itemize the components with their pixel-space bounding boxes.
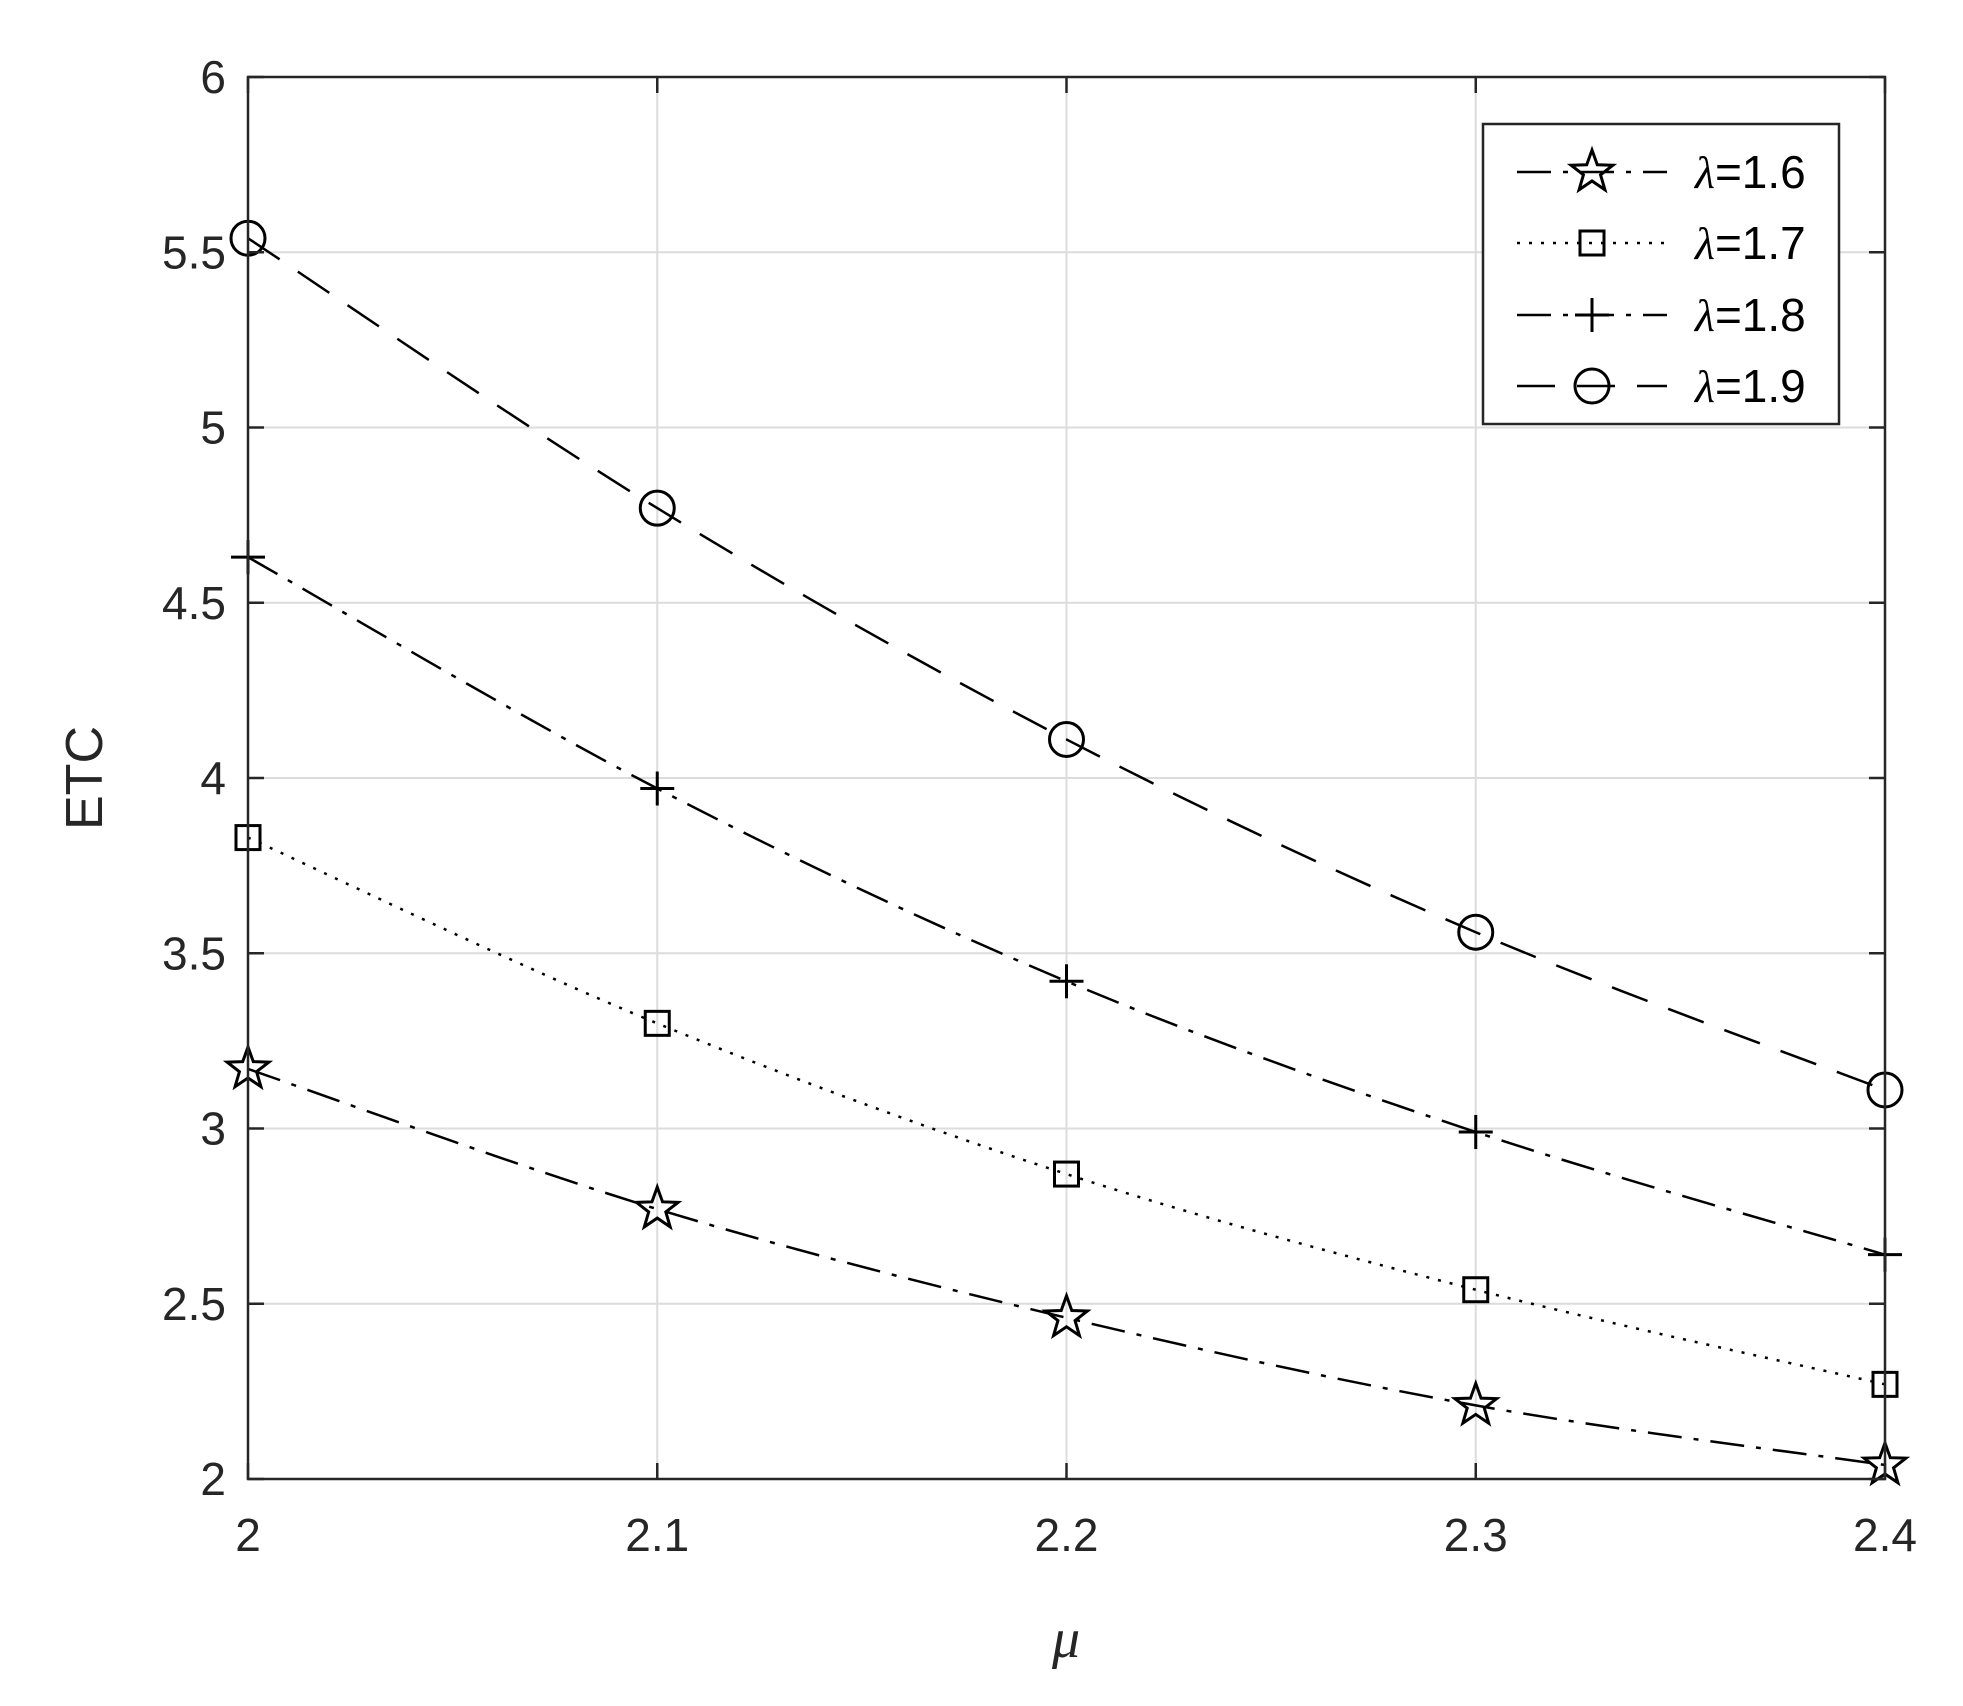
legend-value: =1.9 <box>1715 360 1806 412</box>
y-tick-label: 2.5 <box>162 1278 226 1330</box>
legend-symbol: λ <box>1693 147 1715 198</box>
x-axis-title: μ <box>1051 1608 1080 1670</box>
circle-point <box>1048 720 1085 758</box>
series-layer <box>222 219 1911 1487</box>
star-point <box>1450 1378 1501 1427</box>
tick-labels: 2 2.1 2.2 2.3 2.4 2 2.5 3 3.5 4 4.5 5 5.5 6 <box>162 51 1917 1561</box>
y-tick-label: 3.5 <box>162 927 226 979</box>
legend-symbol: λ <box>1693 361 1715 412</box>
series-circle <box>229 219 1904 1109</box>
y-tick-label: 2 <box>200 1453 226 1505</box>
x-tick-label: 2.3 <box>1444 1509 1508 1561</box>
x-tick-label: 2.2 <box>1035 1509 1099 1561</box>
legend-item: λ=1.9 <box>1517 360 1806 412</box>
legend-label: λ=1.8 <box>1693 289 1806 341</box>
legend-plus-marker <box>1575 298 1609 332</box>
ticks <box>246 75 1887 1481</box>
legend-square-marker <box>1578 229 1606 257</box>
x-tick-label: 2.4 <box>1853 1509 1917 1561</box>
y-tick-label: 4 <box>200 752 226 804</box>
legend-value: =1.8 <box>1715 289 1806 341</box>
legend-value: =1.6 <box>1715 146 1806 198</box>
legend: λ=1.6λ=1.7λ=1.8λ=1.9 <box>1481 122 1841 426</box>
plus-point <box>1458 1115 1493 1150</box>
plus-point <box>1049 964 1084 999</box>
square-point <box>1462 1276 1490 1304</box>
legend-symbol: λ <box>1693 218 1715 269</box>
square-point <box>1053 1160 1080 1188</box>
y-tick-label: 5 <box>200 402 226 454</box>
square-point <box>643 1009 671 1037</box>
legend-star-marker <box>1566 145 1618 194</box>
y-tick-label: 4.5 <box>162 577 226 629</box>
legend-item: λ=1.7 <box>1517 217 1806 269</box>
star-point <box>632 1182 683 1231</box>
legend-box <box>1481 122 1841 426</box>
x-tick-label: 2 <box>235 1509 261 1561</box>
plus-point <box>640 771 675 806</box>
y-axis-title: ETC <box>56 726 114 830</box>
circle-point <box>1457 913 1495 951</box>
legend-circle-marker <box>1573 367 1611 405</box>
circle-point <box>638 489 676 527</box>
x-tick-label: 2.1 <box>625 1509 689 1561</box>
star-point <box>1041 1291 1092 1340</box>
legend-value: =1.7 <box>1715 217 1806 269</box>
legend-item: λ=1.8 <box>1517 289 1806 341</box>
legend-label: λ=1.7 <box>1693 217 1806 269</box>
y-tick-label: 6 <box>200 51 226 103</box>
legend-symbol: λ <box>1693 290 1715 341</box>
y-tick-label: 3 <box>200 1103 226 1155</box>
y-tick-label: 5.5 <box>162 226 226 278</box>
series-line <box>247 1067 1886 1467</box>
legend-item: λ=1.6 <box>1517 145 1806 198</box>
series-line <box>247 237 1886 1092</box>
legend-label: λ=1.9 <box>1693 360 1806 412</box>
legend-label: λ=1.6 <box>1693 146 1806 198</box>
